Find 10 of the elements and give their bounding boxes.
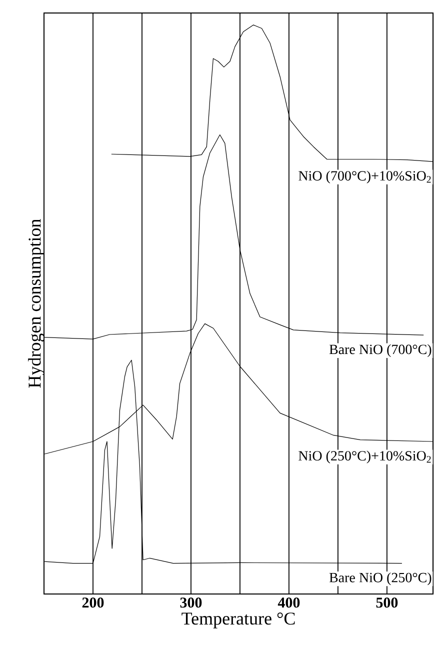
series-label: Bare NiO (250°C) — [329, 572, 432, 586]
x-axis-title: Temperature °C — [182, 612, 295, 628]
x-tick-label: 500 — [376, 598, 398, 608]
x-tick-label: 400 — [278, 598, 300, 608]
x-tick-label: 200 — [82, 598, 104, 608]
series-label: NiO (700°C)+10%SiO$_{2}$ — [298, 170, 431, 184]
series-label: Bare NiO (700°C) — [329, 344, 432, 357]
series-label: NiO (250°C)+10%SiO$_{2}$ — [298, 450, 431, 464]
x-tick-label: 300 — [180, 598, 202, 608]
y-axis-title: Hydrogen consumption — [28, 219, 44, 388]
